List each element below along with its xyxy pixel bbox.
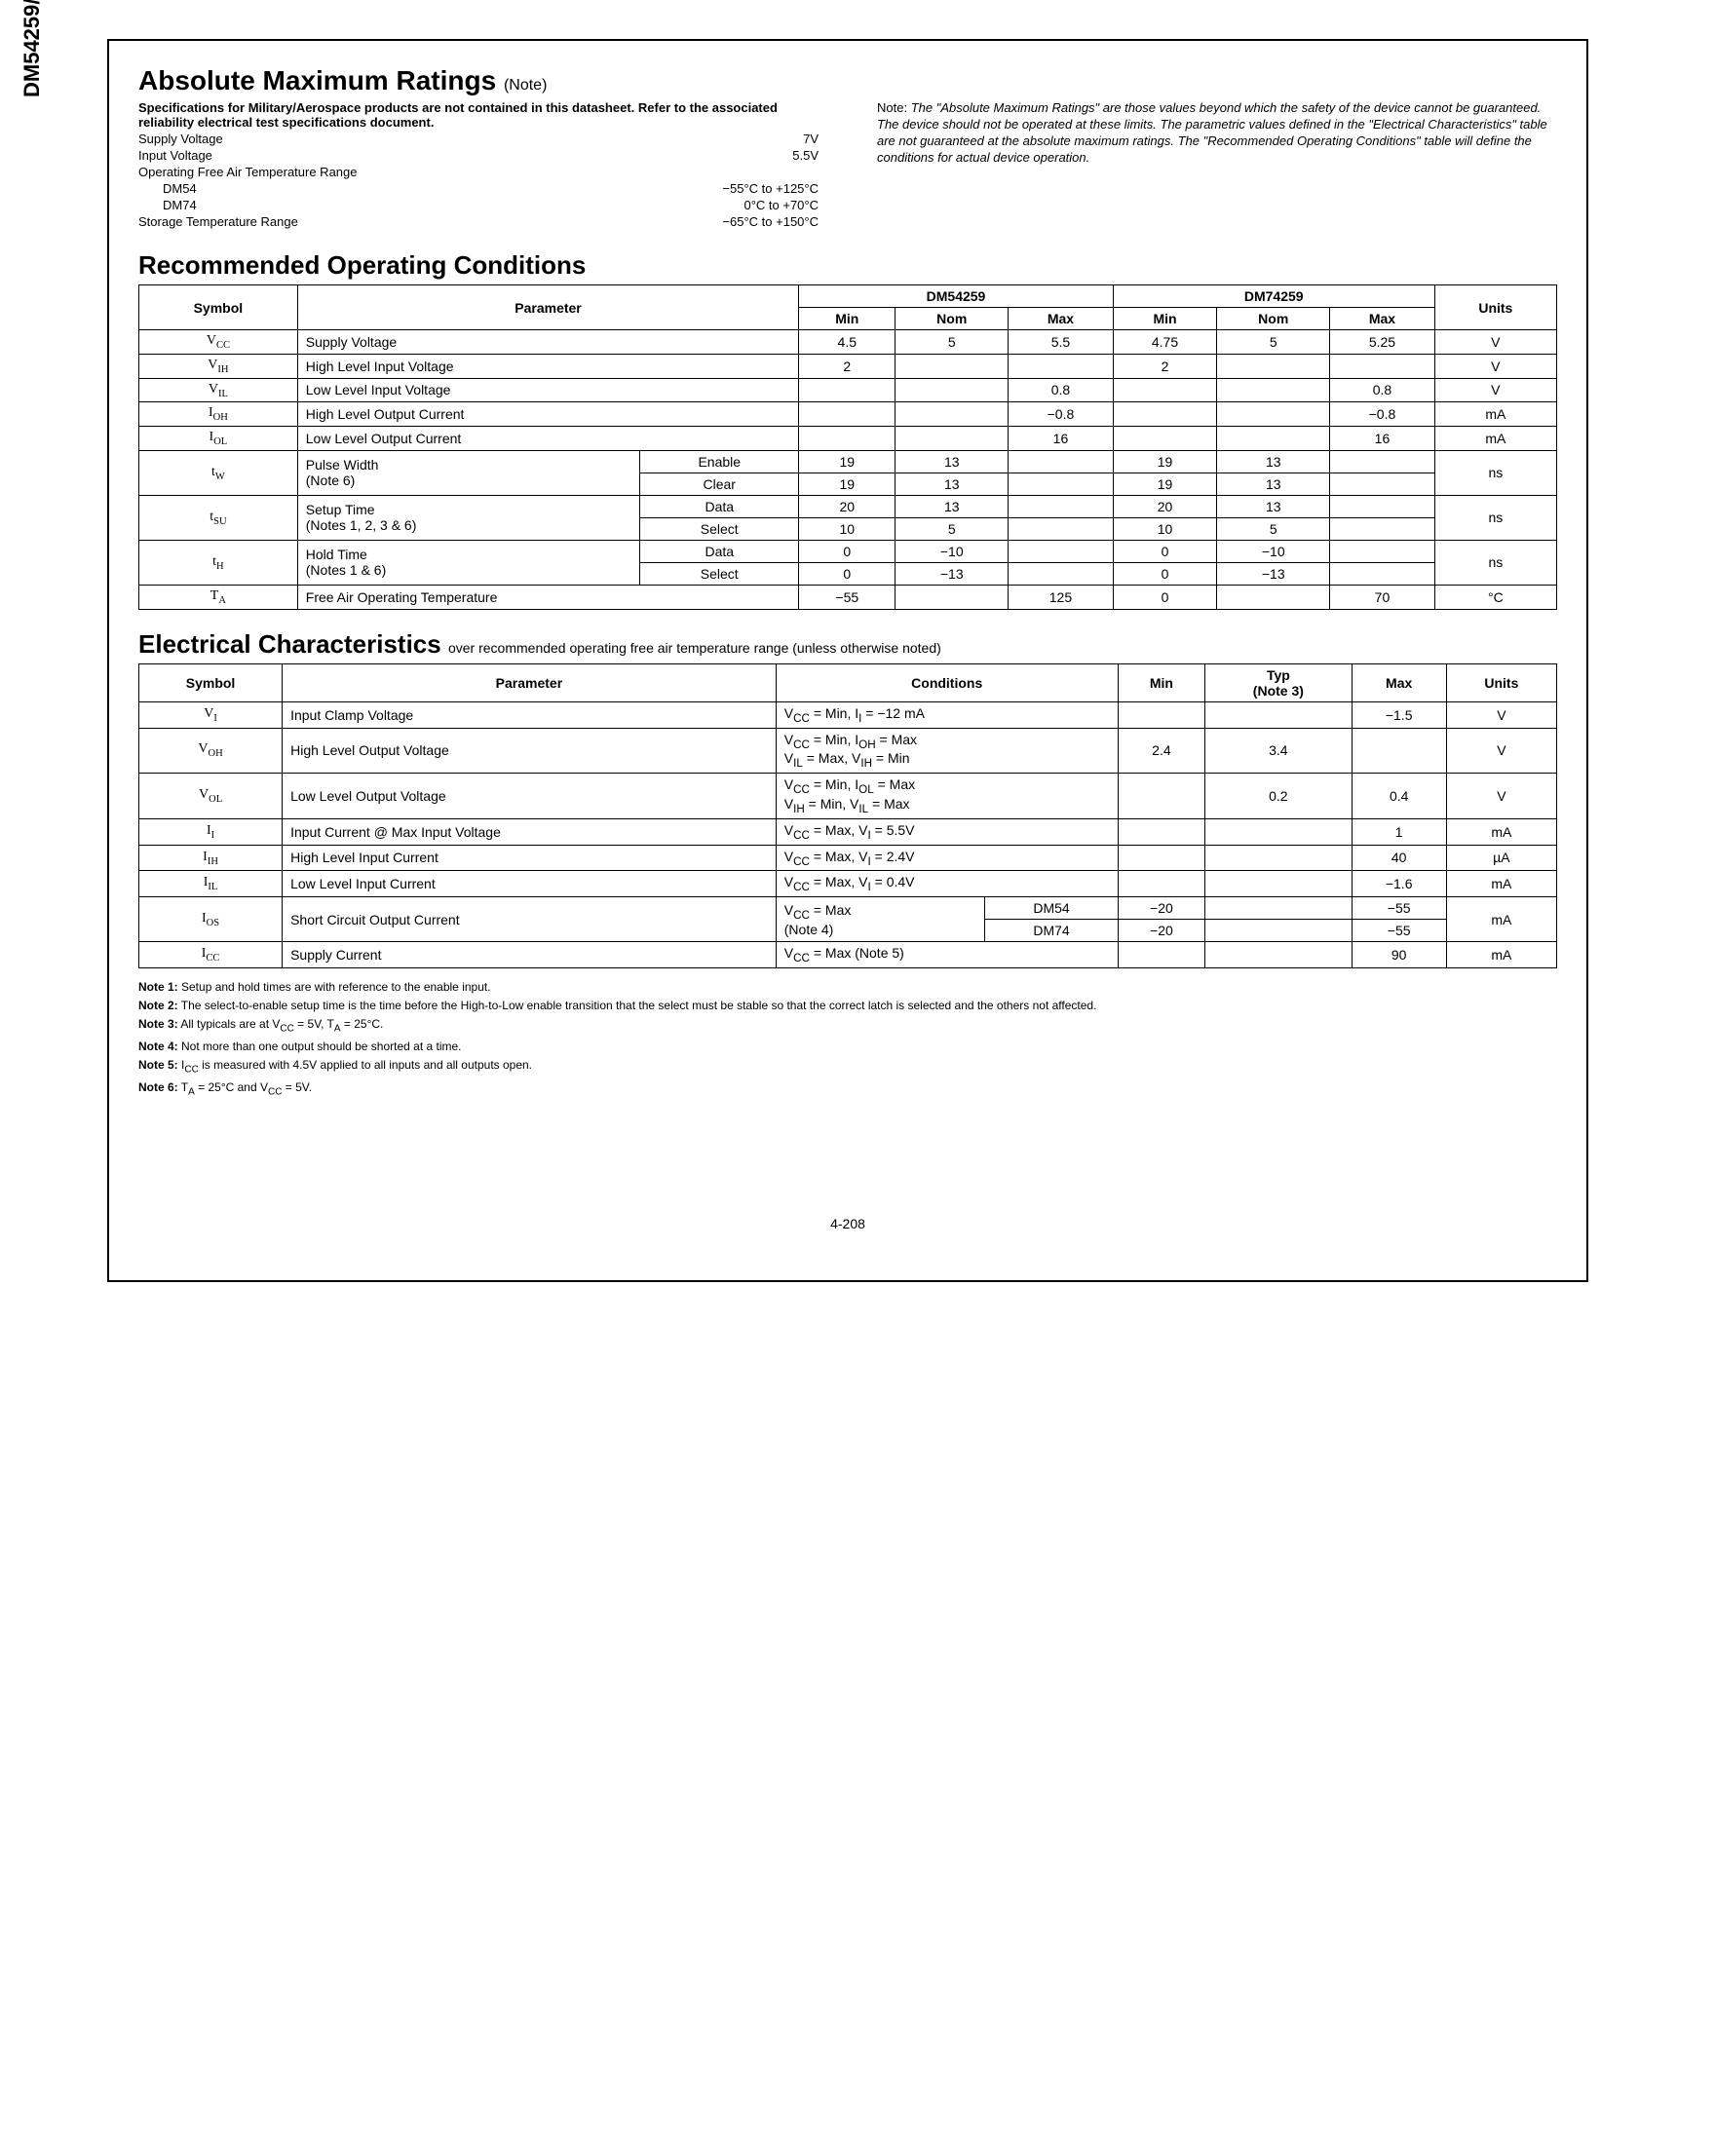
ec-title: Electrical Characteristics over recommen… bbox=[138, 629, 1557, 660]
abs-rows: Supply Voltage7VInput Voltage5.5VOperati… bbox=[138, 132, 819, 229]
roc-table: Symbol Parameter DM54259 DM74259 Units M… bbox=[138, 284, 1557, 610]
spec-header: Specifications for Military/Aerospace pr… bbox=[138, 100, 819, 130]
page-footer: 4-208 bbox=[138, 1216, 1557, 1231]
page-content: Absolute Maximum Ratings (Note) Specific… bbox=[107, 39, 1588, 1282]
roc-title: Recommended Operating Conditions bbox=[138, 250, 1557, 281]
abs-right-note: Note: The "Absolute Maximum Ratings" are… bbox=[877, 100, 1557, 231]
ec-table: SymbolParameterConditions MinTyp(Note 3)… bbox=[138, 663, 1557, 968]
abs-title: Absolute Maximum Ratings (Note) bbox=[138, 65, 1557, 96]
side-label: DM54259/DM74259 bbox=[19, 0, 45, 97]
notes: Note 1: Setup and hold times are with re… bbox=[138, 980, 1557, 1099]
